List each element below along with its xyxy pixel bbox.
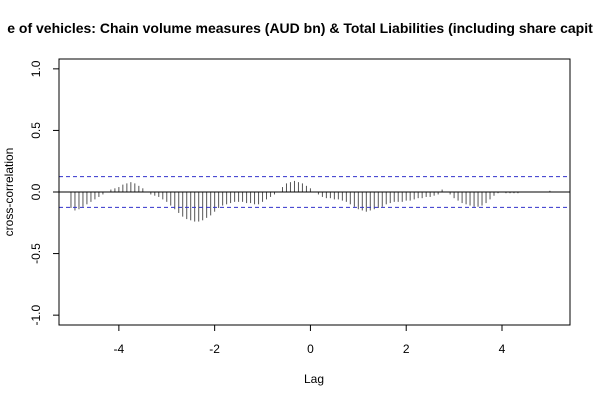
x-tick-label: -2 [209, 342, 220, 356]
correlation-bars [70, 180, 551, 222]
reference-lines [59, 176, 570, 208]
y-tick-label: 0.0 [29, 183, 43, 200]
x-axis: -4 -2 0 2 4 [114, 324, 506, 356]
y-tick-label: -1.0 [29, 304, 43, 325]
y-tick-label: -0.5 [29, 243, 43, 264]
x-tick-label: 4 [499, 342, 506, 356]
y-tick-label: 1.0 [29, 60, 43, 77]
y-axis: -1.0 -0.5 0.0 0.5 1.0 [29, 60, 60, 325]
x-tick-label: -4 [114, 342, 125, 356]
y-tick-label: 0.5 [29, 122, 43, 139]
x-axis-label: Lag [304, 372, 324, 386]
x-tick-label: 2 [403, 342, 410, 356]
x-tick-label: 0 [307, 342, 314, 356]
chart-title: e of vehicles: Chain volume measures (AU… [7, 20, 593, 36]
y-axis-label: cross-correlation [2, 148, 16, 237]
